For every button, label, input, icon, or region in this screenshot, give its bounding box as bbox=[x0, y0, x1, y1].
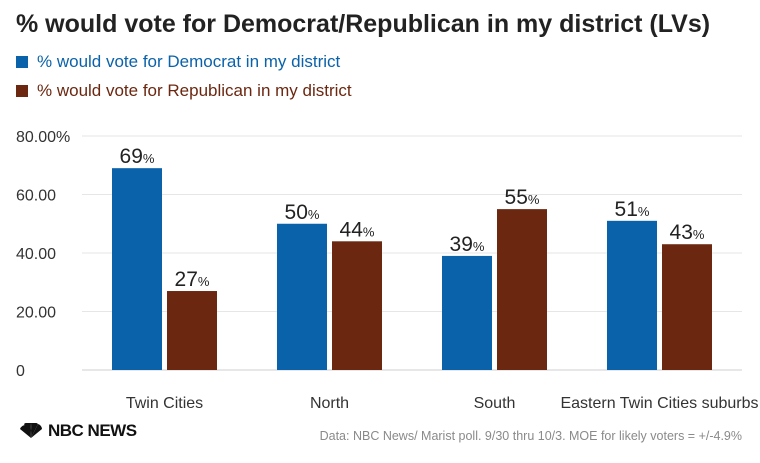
bar-republican-1 bbox=[332, 241, 382, 370]
value-label-democrat-3: 51% bbox=[615, 198, 650, 221]
bar-republican-3 bbox=[662, 244, 712, 370]
logo-text: NBC NEWS bbox=[48, 421, 137, 440]
value-label-republican-2: 55% bbox=[505, 186, 540, 209]
peacock-icon bbox=[20, 423, 42, 438]
bar-democrat-0 bbox=[112, 168, 162, 370]
legend: % would vote for Democrat in my district… bbox=[16, 51, 352, 102]
y-tick-label-4: 80.00% bbox=[16, 129, 70, 146]
nbc-news-logo: NBC NEWS bbox=[18, 421, 137, 441]
bar-republican-0 bbox=[167, 291, 217, 370]
bar-republican-2 bbox=[497, 209, 547, 370]
y-tick-label-0: 0 bbox=[16, 363, 25, 380]
bar-democrat-3 bbox=[607, 220, 657, 370]
category-label-0: Twin Cities bbox=[126, 395, 203, 412]
legend-label-democrat: % would vote for Democrat in my district bbox=[37, 52, 341, 71]
value-label-democrat-2: 39% bbox=[450, 233, 485, 256]
value-label-republican-3: 43% bbox=[670, 221, 705, 244]
legend-item-democrat: % would vote for Democrat in my district bbox=[16, 51, 352, 73]
y-tick-label-2: 40.00 bbox=[16, 246, 56, 263]
y-tick-label-1: 20.00 bbox=[16, 305, 56, 322]
chart-title: % would vote for Democrat/Republican in … bbox=[16, 10, 711, 38]
legend-label-republican: % would vote for Republican in my distri… bbox=[37, 81, 352, 100]
category-label-2: South bbox=[474, 395, 516, 412]
legend-swatch-democrat bbox=[16, 56, 28, 68]
category-label-3: Eastern Twin Cities suburbs bbox=[560, 395, 758, 412]
value-label-republican-1: 44% bbox=[340, 218, 375, 241]
legend-swatch-republican bbox=[16, 85, 28, 97]
bar-democrat-1 bbox=[277, 223, 327, 370]
y-tick-label-3: 60.00 bbox=[16, 188, 56, 205]
category-label-1: North bbox=[310, 395, 349, 412]
value-label-republican-0: 27% bbox=[175, 268, 210, 291]
value-label-democrat-0: 69% bbox=[120, 145, 155, 168]
bar-democrat-2 bbox=[442, 255, 492, 370]
source-note: Data: NBC News/ Marist poll. 9/30 thru 1… bbox=[319, 429, 742, 443]
value-label-democrat-1: 50% bbox=[285, 201, 320, 224]
legend-item-republican: % would vote for Republican in my distri… bbox=[16, 80, 352, 102]
